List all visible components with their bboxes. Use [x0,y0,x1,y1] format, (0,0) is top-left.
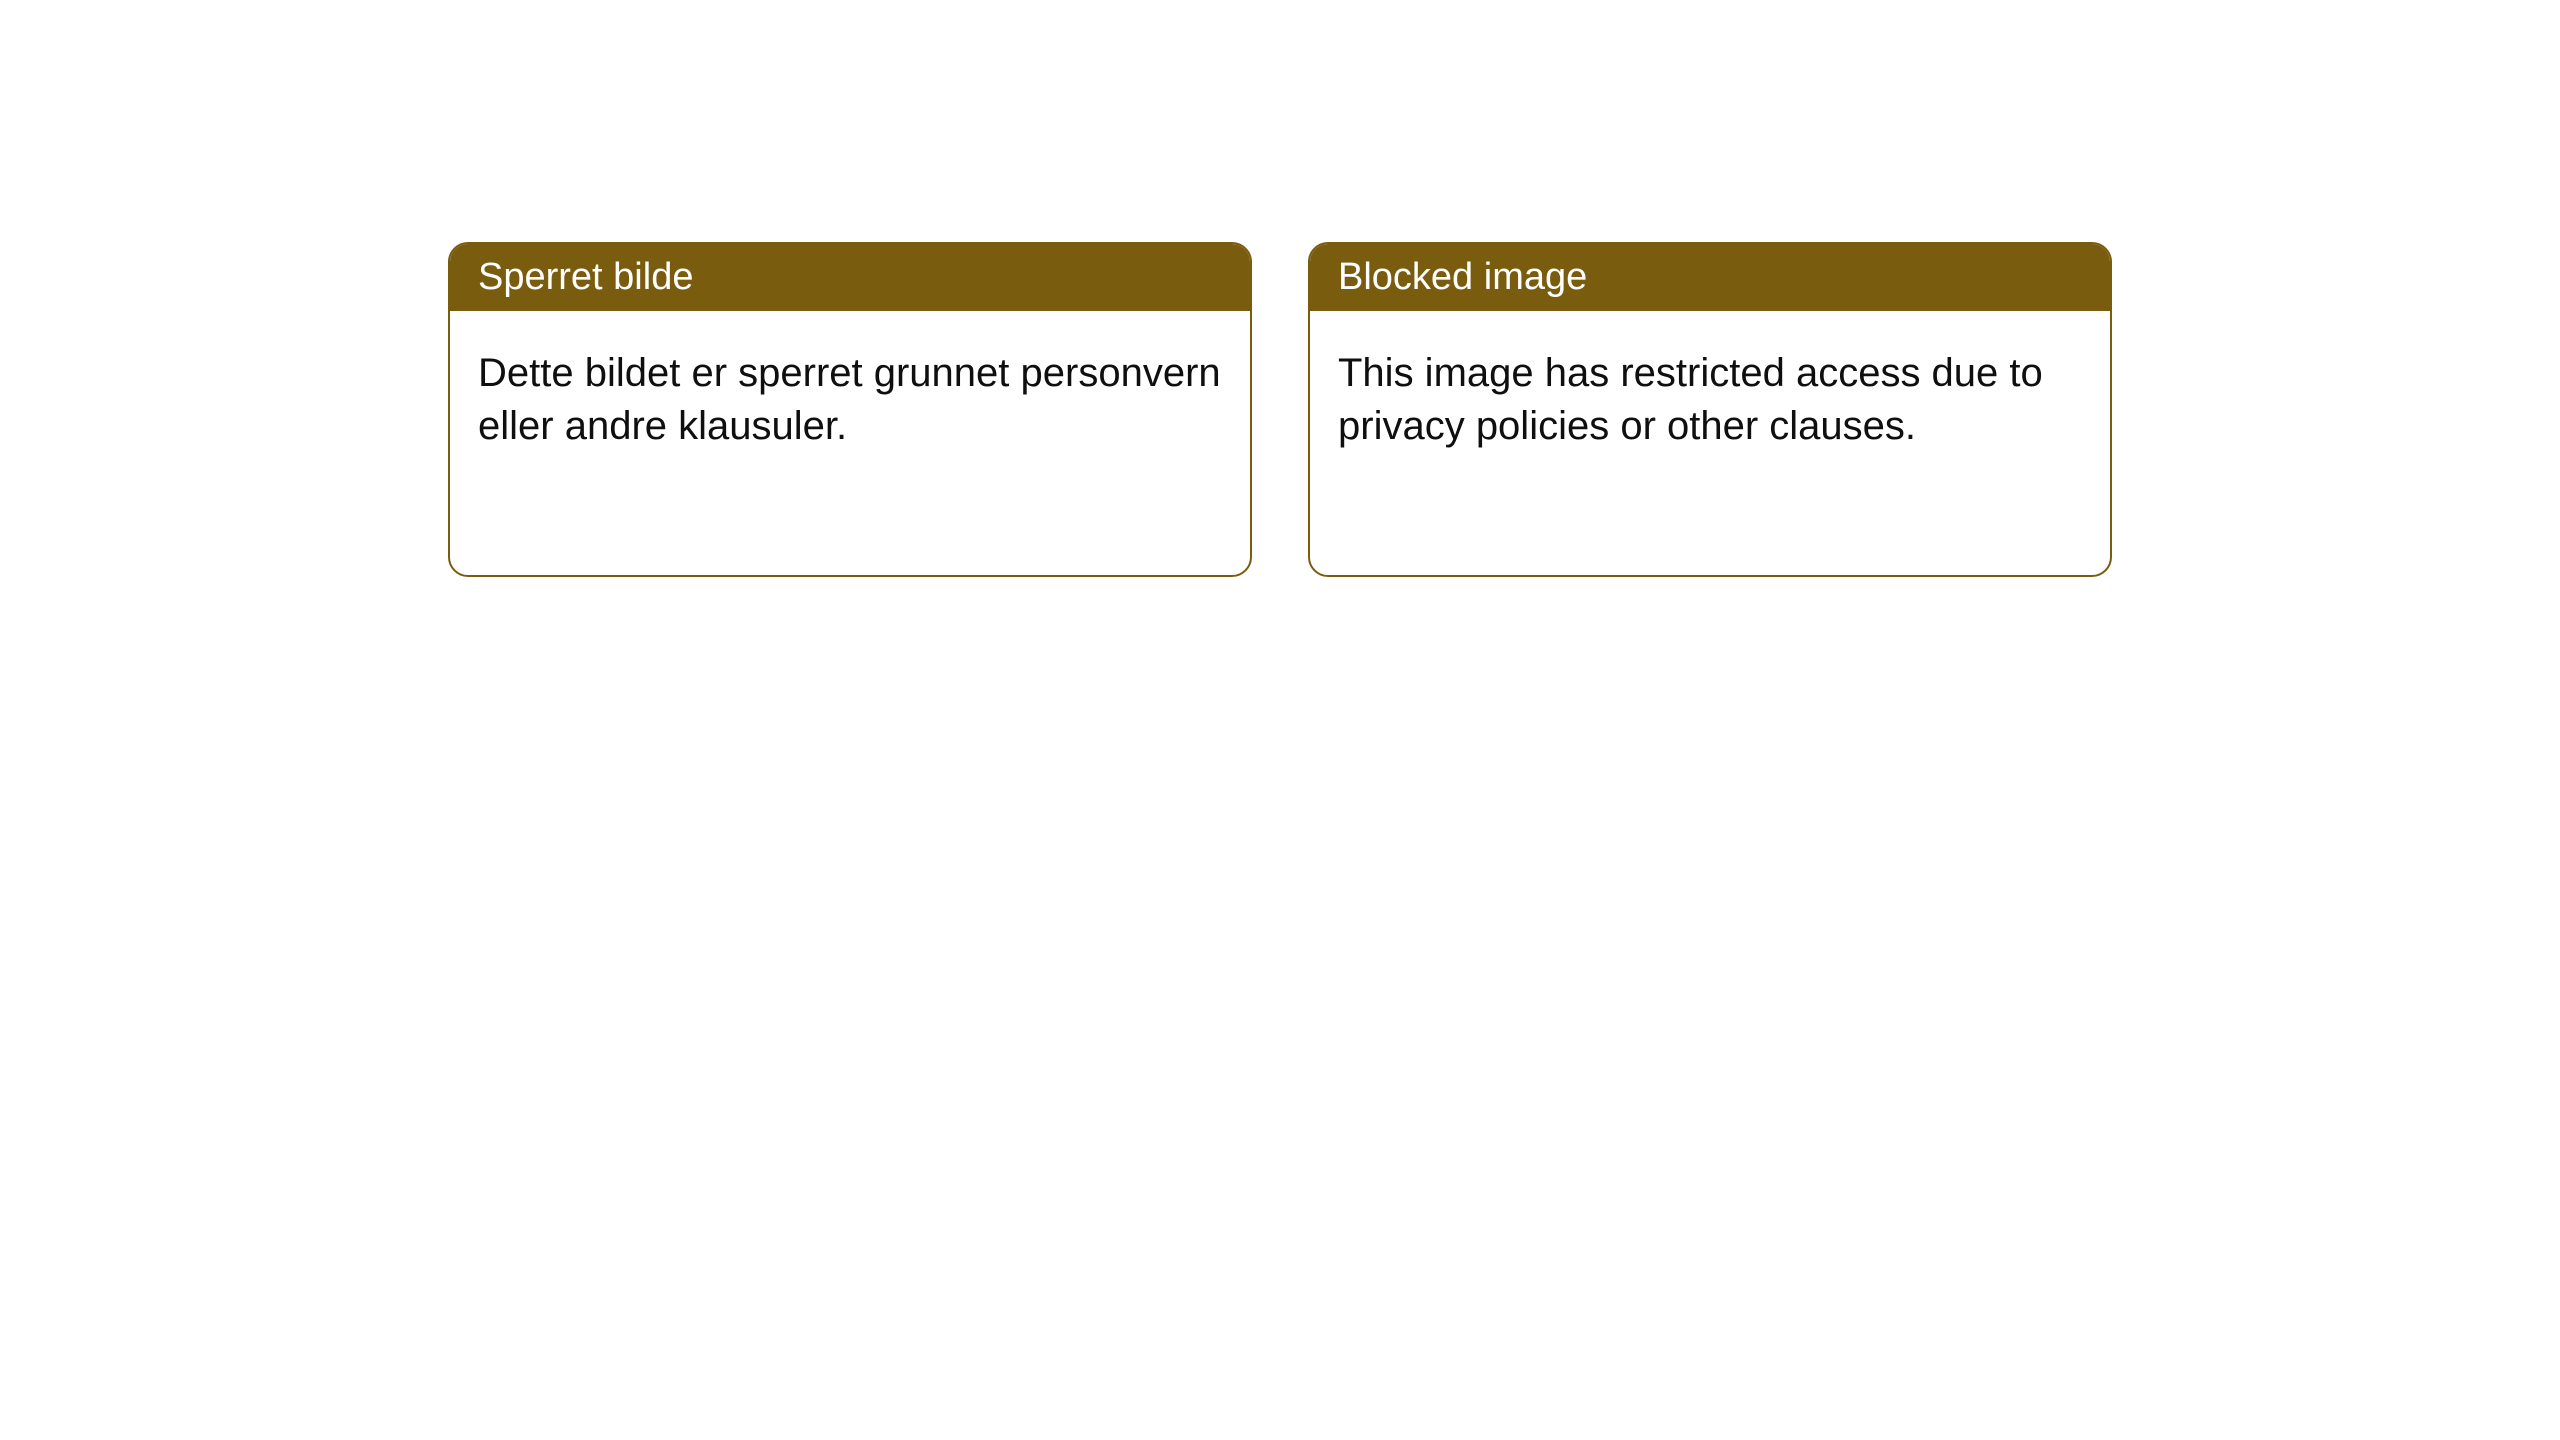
panel-body-text: Dette bildet er sperret grunnet personve… [478,351,1221,448]
panel-norwegian: Sperret bilde Dette bildet er sperret gr… [448,242,1252,577]
panel-header-english: Blocked image [1310,244,2110,311]
panel-title: Sperret bilde [478,256,693,298]
panels-container: Sperret bilde Dette bildet er sperret gr… [448,242,2112,577]
panel-header-norwegian: Sperret bilde [450,244,1250,311]
panel-body-norwegian: Dette bildet er sperret grunnet personve… [450,311,1250,489]
panel-english: Blocked image This image has restricted … [1308,242,2112,577]
panel-body-text: This image has restricted access due to … [1338,351,2043,448]
panel-body-english: This image has restricted access due to … [1310,311,2110,489]
panel-title: Blocked image [1338,256,1587,298]
